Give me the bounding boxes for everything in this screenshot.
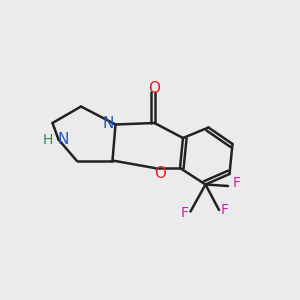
Text: N: N [102,116,114,130]
Text: O: O [154,167,166,182]
Text: F: F [181,206,188,220]
Text: O: O [148,81,160,96]
Text: F: F [221,203,229,217]
Text: H: H [43,133,53,146]
Text: N: N [57,132,69,147]
Text: F: F [233,176,241,190]
